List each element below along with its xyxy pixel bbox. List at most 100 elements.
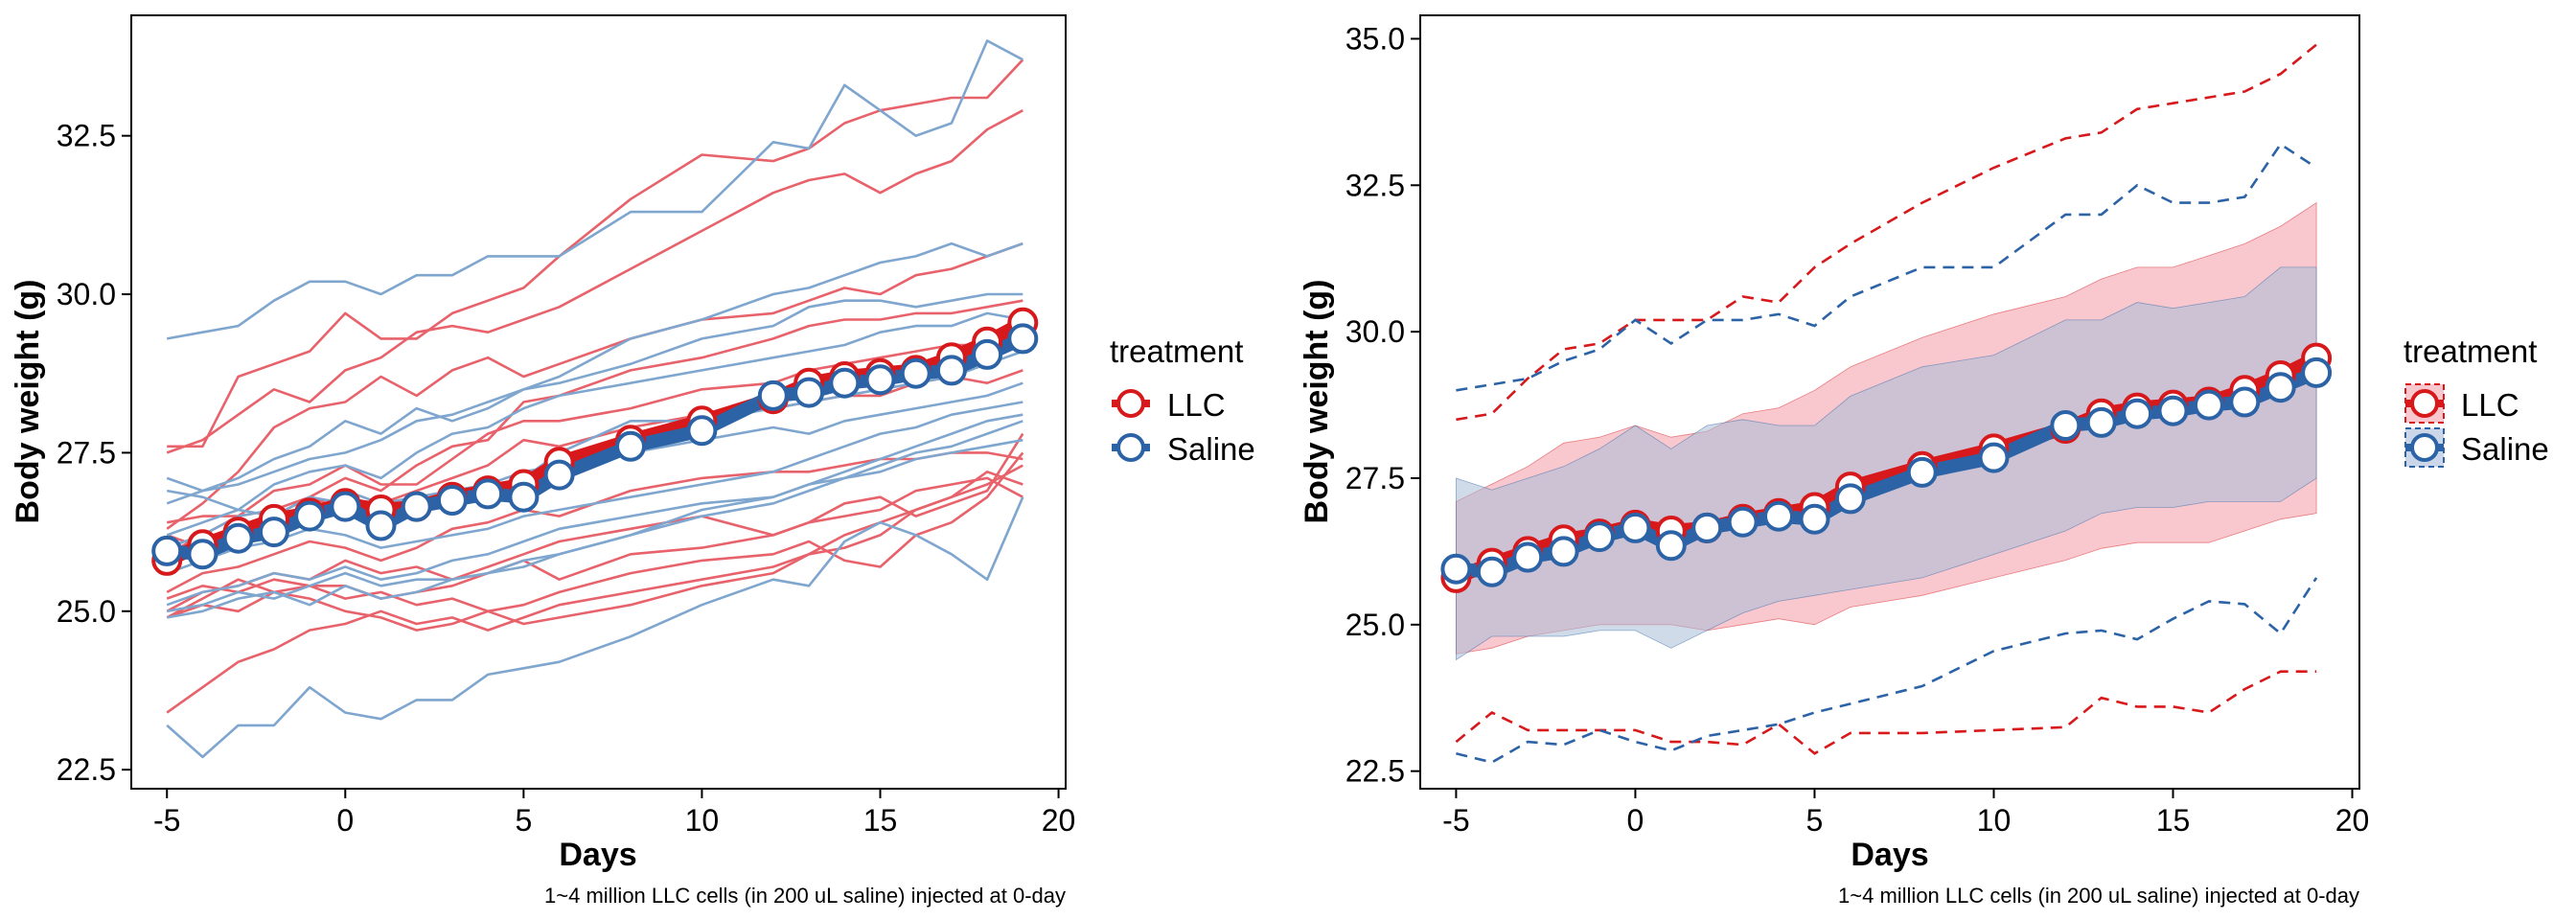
x-tick-label: 0 [1627,803,1644,838]
mean-point-saline [1906,456,1938,488]
mean-point-saline [1763,500,1794,532]
mean-point-saline [365,510,397,541]
mean-point-saline [2193,389,2224,421]
legend-key-llc-point [1116,389,1145,418]
y-tick-label: 32.5 [57,119,116,153]
mean-point-saline [864,364,896,396]
x-axis-title: Days [559,837,636,873]
mean-point-saline [1476,556,1507,587]
mean-point-saline [330,491,361,522]
caption: 1~4 million LLC cells (in 200 uL saline)… [544,884,1066,908]
mean-point-saline [615,430,646,462]
mean-point-saline [187,539,218,570]
mean-point-saline [1548,536,1579,567]
y-tick-label: 35.0 [1346,21,1405,56]
mean-line-saline [1449,365,2324,579]
mean-point-saline [258,517,289,548]
x-tick-label: 15 [2156,803,2191,838]
x-tick-label: 10 [1977,803,2012,838]
panel-border [1419,14,2360,790]
mean-point-saline [1727,506,1759,538]
mean-point-saline [1584,521,1615,553]
x-tick-label: 15 [863,803,898,838]
individual-line-llc [166,242,1024,530]
mean-point-saline [2265,372,2296,403]
chart-summary-ribbons: -5 0 5 10 15 20 22.5 25.0 27.5 30.0 32.5 35.0 Days… [1299,14,2549,908]
individual-line-saline [166,242,1024,493]
y-axis-ticks: 22.5 25.0 27.5 30.0 32.5 [57,119,131,787]
individual-line-saline [166,496,1024,759]
panel-border [130,14,1067,790]
y-tick-label: 30.0 [1346,314,1405,349]
mean-points [151,307,1039,576]
individual-line-llc [166,464,1024,714]
min-line-llc [1455,670,2317,755]
mean-point-saline [1691,512,1723,543]
mean-point-saline [757,380,789,411]
y-tick-label: 30.0 [57,277,116,311]
individual-line-llc [166,299,1024,524]
mean-line-saline [160,332,1030,562]
legend-key-saline-point [1116,433,1145,462]
mean-lines [1449,351,2324,585]
y-axis-ticks: 22.5 25.0 27.5 30.0 32.5 35.0 [1346,21,1420,789]
individual-lines [166,39,1024,759]
x-axis-ticks: -5 0 5 10 15 20 [153,789,1075,838]
mean-point-saline [2085,406,2117,438]
y-tick-label: 32.5 [1346,168,1405,202]
mean-point-saline [1007,323,1039,355]
x-tick-label: -5 [153,803,180,838]
individual-line-saline [166,438,1024,619]
mean-lines [160,315,1030,567]
x-tick-label: 5 [515,803,532,838]
x-tick-label: 0 [336,803,354,838]
legend-title: treatment [2404,334,2537,369]
individual-line-saline [166,292,1024,505]
y-axis-title: Body weight (g) [1299,280,1335,524]
individual-line-saline [166,311,1024,537]
y-axis-title: Body weight (g) [10,280,46,524]
mean-point-saline [1620,512,1651,543]
mean-point-saline [543,459,575,491]
mean-point-saline [1834,483,1866,515]
mean-point-saline [401,491,432,522]
mean-point-saline [972,338,1003,370]
individual-line-saline [166,413,1024,613]
caption: 1~4 million LLC cells (in 200 uL saline)… [1838,884,2359,908]
individual-line-llc [166,432,1024,600]
y-tick-label: 27.5 [1346,461,1405,495]
mean-point-saline [222,522,254,554]
legend-label-saline: Saline [2461,431,2549,467]
legend: treatment LLC Saline [2404,334,2549,468]
x-tick-label: -5 [1442,803,1469,838]
legend-key-llc-point [2410,389,2439,418]
mean-point-saline [508,481,540,513]
ribbon-saline [1456,266,2317,661]
mean-point-saline [686,415,718,447]
mean-point-saline [2050,410,2082,441]
max-line-llc [1456,43,2317,422]
legend-key-saline-point [2410,433,2439,462]
y-tick-label: 22.5 [1346,754,1405,789]
y-tick-label: 22.5 [57,752,116,787]
x-tick-label: 5 [1806,803,1824,838]
mean-point-saline [794,377,825,408]
individual-line-saline [166,350,1024,524]
mean-point-saline [2229,386,2261,418]
individual-line-llc [166,451,1024,619]
legend-label-llc: LLC [1167,387,1226,423]
mean-point-saline [472,478,504,510]
mean-point-saline [2157,395,2189,426]
min-max-lines [1455,43,2318,764]
mean-point-saline [1799,503,1830,535]
individual-line-saline [166,420,1024,607]
mean-point-saline [1440,553,1472,585]
individual-line-llc [166,337,1024,556]
legend-label-saline: Saline [1167,431,1255,467]
mean-point-saline [2122,398,2153,429]
x-tick-label: 10 [685,803,720,838]
mean-point-saline [436,485,468,516]
mean-point-saline [2301,356,2333,388]
x-axis-title: Days [1851,837,1928,873]
individual-line-saline [166,39,1024,340]
